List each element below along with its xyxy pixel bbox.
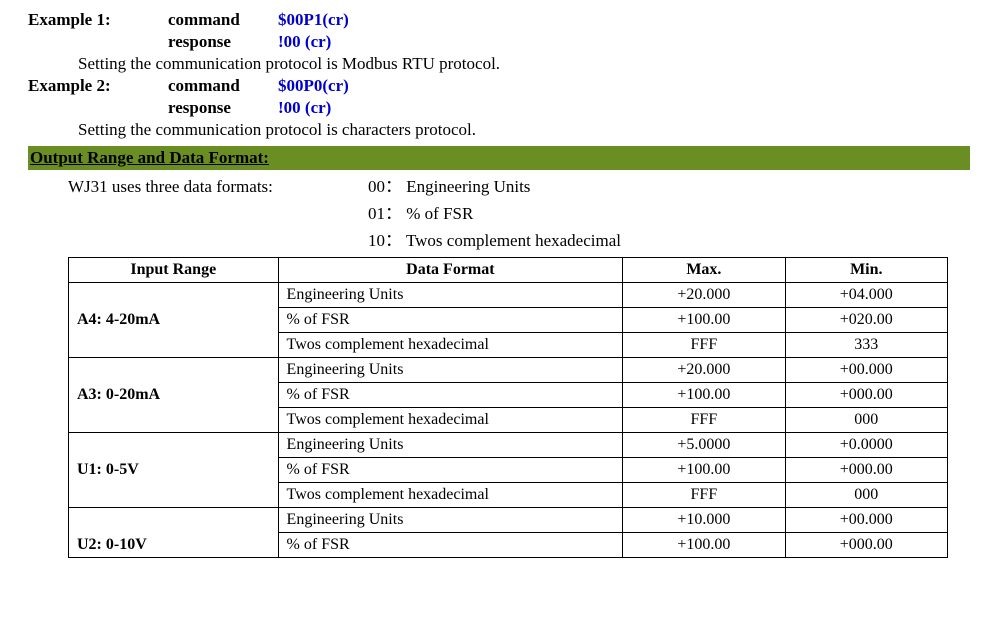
th-data-format: Data Format bbox=[278, 258, 623, 283]
cell-fmt: Twos complement hexadecimal bbox=[278, 333, 623, 358]
cell-max: +100.00 bbox=[623, 533, 785, 558]
table-row: U2: 0-10V Engineering Units +10.000 +00.… bbox=[69, 508, 948, 533]
cell-min: +00.000 bbox=[785, 508, 947, 533]
th-input-range: Input Range bbox=[69, 258, 279, 283]
cell-max: +5.0000 bbox=[623, 433, 785, 458]
example2-command-label: command bbox=[168, 76, 278, 96]
table-row: U1: 0-5V Engineering Units +5.0000 +0.00… bbox=[69, 433, 948, 458]
cell-max: +100.00 bbox=[623, 458, 785, 483]
cell-fmt: % of FSR bbox=[278, 458, 623, 483]
example1-response-row: response !00 (cr) bbox=[28, 32, 972, 52]
example1-command-value: $00P1(cr) bbox=[278, 10, 349, 30]
example1-response-value: !00 (cr) bbox=[278, 32, 331, 52]
example1-note: Setting the communication protocol is Mo… bbox=[28, 54, 972, 74]
range-a4: A4: 4-20mA bbox=[69, 283, 279, 358]
example1-response-label: response bbox=[168, 32, 278, 52]
data-format-table: Input Range Data Format Max. Min. A4: 4-… bbox=[68, 257, 948, 558]
cell-min: +0.0000 bbox=[785, 433, 947, 458]
range-u1: U1: 0-5V bbox=[69, 433, 279, 508]
cell-min: 333 bbox=[785, 333, 947, 358]
cell-max: +10.000 bbox=[623, 508, 785, 533]
example1-command-label: command bbox=[168, 10, 278, 30]
cell-max: FFF bbox=[623, 483, 785, 508]
th-max: Max. bbox=[623, 258, 785, 283]
example2-title: Example 2: bbox=[28, 76, 168, 96]
th-min: Min. bbox=[785, 258, 947, 283]
cell-max: FFF bbox=[623, 333, 785, 358]
format-code-0: 00： bbox=[368, 177, 402, 196]
cell-fmt: Twos complement hexadecimal bbox=[278, 483, 623, 508]
cell-fmt: Twos complement hexadecimal bbox=[278, 408, 623, 433]
cell-min: +000.00 bbox=[785, 383, 947, 408]
cell-max: +100.00 bbox=[623, 308, 785, 333]
cell-fmt: Engineering Units bbox=[278, 358, 623, 383]
cell-min: 000 bbox=[785, 483, 947, 508]
example2-response-value: !00 (cr) bbox=[278, 98, 331, 118]
formats-row-2: 10： Twos complement hexadecimal bbox=[28, 226, 972, 251]
table-header-row: Input Range Data Format Max. Min. bbox=[69, 258, 948, 283]
format-code-1: 01： bbox=[368, 204, 402, 223]
example1-command-row: Example 1: command $00P1(cr) bbox=[28, 10, 972, 30]
section-output-range: Output Range and Data Format: bbox=[28, 146, 970, 170]
cell-max: +100.00 bbox=[623, 383, 785, 408]
cell-min: +020.00 bbox=[785, 308, 947, 333]
example2-response-label: response bbox=[168, 98, 278, 118]
example2-response-row: response !00 (cr) bbox=[28, 98, 972, 118]
cell-min: +04.000 bbox=[785, 283, 947, 308]
formats-intro-row: WJ31 uses three data formats: 00： Engine… bbox=[28, 172, 972, 197]
example2-command-row: Example 2: command $00P0(cr) bbox=[28, 76, 972, 96]
cell-min: +00.000 bbox=[785, 358, 947, 383]
format-code-2: 10： bbox=[368, 231, 402, 250]
table-row: A3: 0-20mA Engineering Units +20.000 +00… bbox=[69, 358, 948, 383]
example2-command-value: $00P0(cr) bbox=[278, 76, 349, 96]
cell-max: +20.000 bbox=[623, 283, 785, 308]
format-name-2: Twos complement hexadecimal bbox=[406, 231, 621, 250]
cell-fmt: % of FSR bbox=[278, 533, 623, 558]
range-a3: A3: 0-20mA bbox=[69, 358, 279, 433]
formats-row-1: 01： % of FSR bbox=[28, 199, 972, 224]
cell-min: +000.00 bbox=[785, 533, 947, 558]
cell-fmt: % of FSR bbox=[278, 383, 623, 408]
cell-max: FFF bbox=[623, 408, 785, 433]
cell-min: +000.00 bbox=[785, 458, 947, 483]
range-u2: U2: 0-10V bbox=[69, 508, 279, 558]
cell-fmt: Engineering Units bbox=[278, 283, 623, 308]
example2-note: Setting the communication protocol is ch… bbox=[28, 120, 972, 140]
cell-min: 000 bbox=[785, 408, 947, 433]
format-name-1: % of FSR bbox=[406, 204, 473, 223]
formats-intro: WJ31 uses three data formats: bbox=[28, 177, 368, 197]
cell-fmt: Engineering Units bbox=[278, 433, 623, 458]
cell-fmt: Engineering Units bbox=[278, 508, 623, 533]
example1-title: Example 1: bbox=[28, 10, 168, 30]
cell-max: +20.000 bbox=[623, 358, 785, 383]
format-name-0: Engineering Units bbox=[406, 177, 530, 196]
cell-fmt: % of FSR bbox=[278, 308, 623, 333]
table-row: A4: 4-20mA Engineering Units +20.000 +04… bbox=[69, 283, 948, 308]
